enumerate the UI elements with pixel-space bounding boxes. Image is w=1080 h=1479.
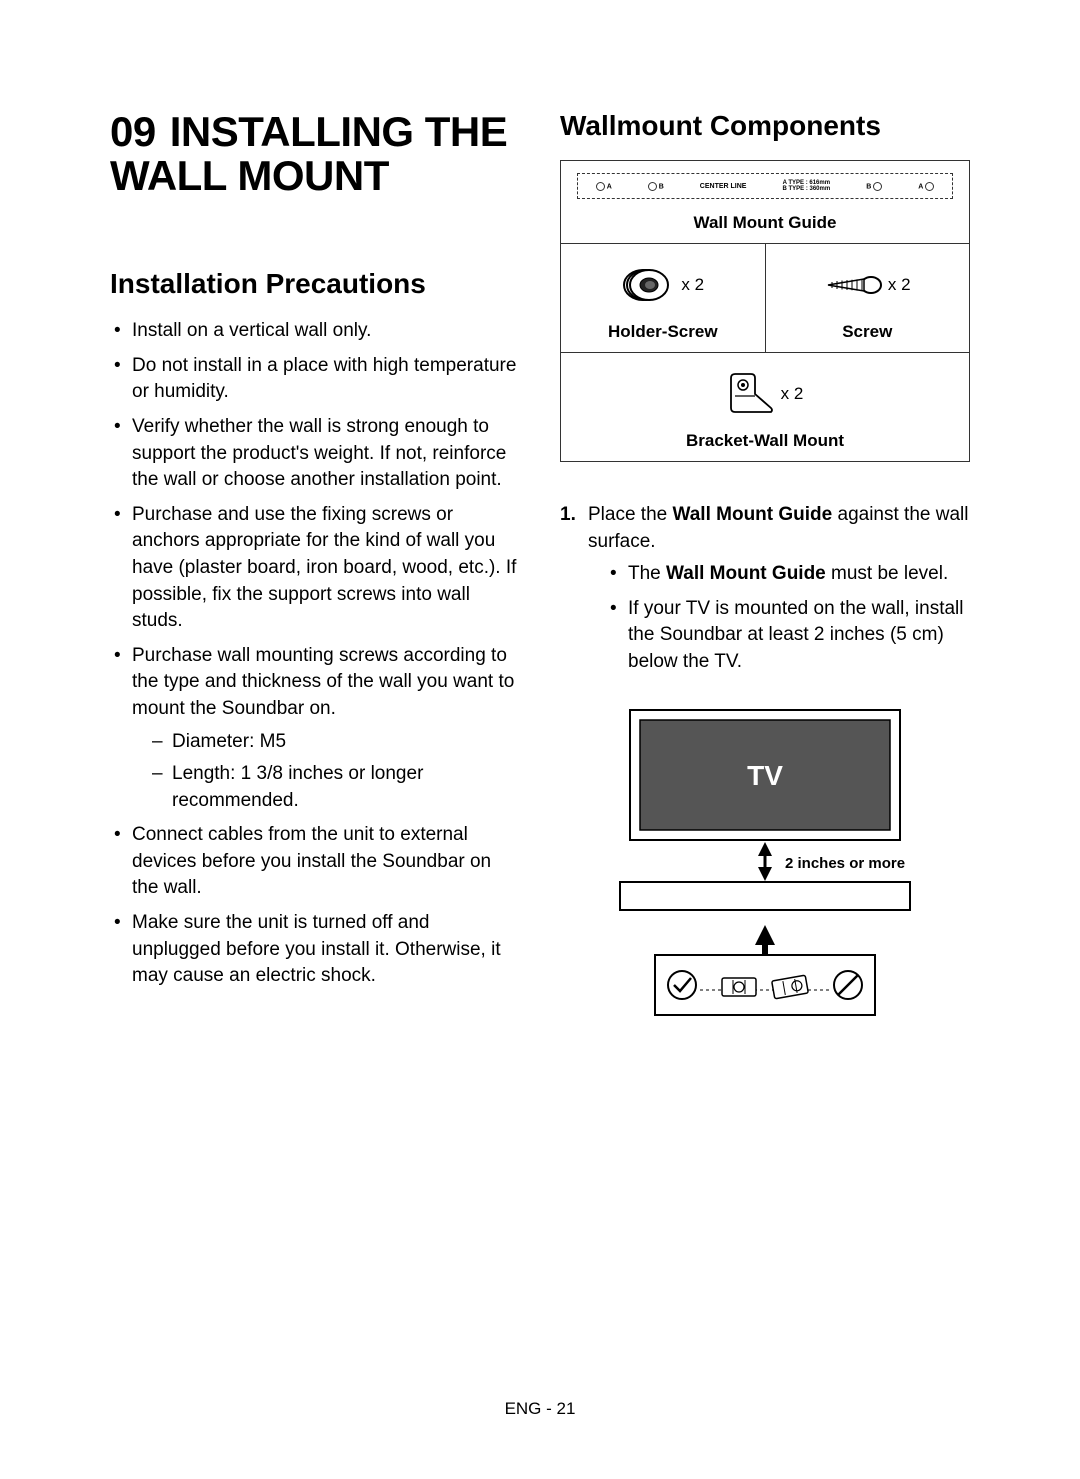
list-item-text: Do not install in a place with high temp… (132, 355, 516, 403)
list-item: Length: 1 3/8 inches or longer recommend… (150, 761, 520, 814)
list-item-text: Install on a vertical wall only. (132, 320, 371, 341)
bracket-cell: x 2 Bracket-Wall Mount (561, 353, 969, 461)
list-item: Do not install in a place with high temp… (110, 353, 520, 406)
list-item: Verify whether the wall is strong enough… (110, 414, 520, 494)
strip-label-b2: B (866, 183, 871, 190)
screw-qty: x 2 (888, 275, 911, 295)
gap-label: 2 inches or more (785, 855, 905, 872)
list-item-text: Purchase and use the fixing screws or an… (132, 504, 516, 631)
screw-caption: Screw (776, 322, 960, 342)
screw-cell: x 2 Screw (766, 244, 970, 353)
tv-mount-diagram: TV 2 inches or more (560, 700, 970, 1020)
holder-screw-cell: x 2 Holder-Screw (561, 244, 766, 353)
wall-mount-guide-strip: A B CENTER LINE A TYPE : 616mm B TYPE : … (577, 173, 953, 199)
chapter-title: 09INSTALLING THE WALL MOUNT (110, 110, 520, 198)
bracket-caption: Bracket-Wall Mount (571, 431, 959, 451)
bracket-qty: x 2 (781, 384, 804, 404)
section-precautions: Installation Precautions (110, 268, 520, 300)
guide-caption: Wall Mount Guide (577, 213, 953, 233)
list-item-text: Make sure the unit is turned off and unp… (132, 912, 501, 986)
list-item-text: Connect cables from the unit to external… (132, 824, 491, 898)
list-item-text: Verify whether the wall is strong enough… (132, 416, 506, 490)
list-item: If your TV is mounted on the wall, insta… (606, 596, 970, 676)
strip-types-label: A TYPE : 616mm B TYPE : 360mm (782, 180, 830, 192)
strip-label-b: B (659, 183, 664, 190)
tv-label: TV (747, 760, 783, 791)
components-box: A B CENTER LINE A TYPE : 616mm B TYPE : … (560, 160, 970, 462)
strip-label-a2: A (918, 183, 923, 190)
precautions-list: Install on a vertical wall only. Do not … (110, 318, 520, 990)
list-item-text: Length: 1 3/8 inches or longer recommend… (172, 763, 423, 811)
list-item: The Wall Mount Guide must be level. (606, 561, 970, 588)
chapter-number: 09 (110, 108, 156, 155)
list-item: Make sure the unit is turned off and unp… (110, 910, 520, 990)
strip-label-a: A (607, 183, 612, 190)
list-item-text: Diameter: M5 (172, 731, 286, 752)
strip-center-label: CENTER LINE (700, 183, 747, 190)
page-footer: ENG - 21 (0, 1399, 1080, 1419)
list-item: Purchase wall mounting screws according … (110, 643, 520, 815)
guide-row: A B CENTER LINE A TYPE : 616mm B TYPE : … (561, 161, 969, 244)
step-number: 1. (560, 502, 576, 529)
screw-icon (824, 270, 882, 300)
section-components: Wallmount Components (560, 110, 970, 142)
holder-screw-qty: x 2 (681, 275, 704, 295)
list-item: Connect cables from the unit to external… (110, 822, 520, 902)
step-sub-bullets: The Wall Mount Guide must be level. If y… (606, 561, 970, 675)
step-text: Place the Wall Mount Guide against the w… (588, 504, 968, 552)
chapter-title-text: INSTALLING THE WALL MOUNT (110, 108, 507, 199)
install-steps: 1. Place the Wall Mount Guide against th… (560, 502, 970, 676)
holder-screw-icon (621, 265, 675, 305)
holder-screw-caption: Holder-Screw (571, 322, 755, 342)
step-item: 1. Place the Wall Mount Guide against th… (560, 502, 970, 676)
list-item: Diameter: M5 (150, 729, 520, 756)
list-item-text: Purchase wall mounting screws according … (132, 645, 514, 719)
screw-spec-list: Diameter: M5 Length: 1 3/8 inches or lon… (150, 729, 520, 815)
list-item: Purchase and use the fixing screws or an… (110, 502, 520, 635)
list-item: Install on a vertical wall only. (110, 318, 520, 345)
bracket-icon (727, 372, 775, 416)
